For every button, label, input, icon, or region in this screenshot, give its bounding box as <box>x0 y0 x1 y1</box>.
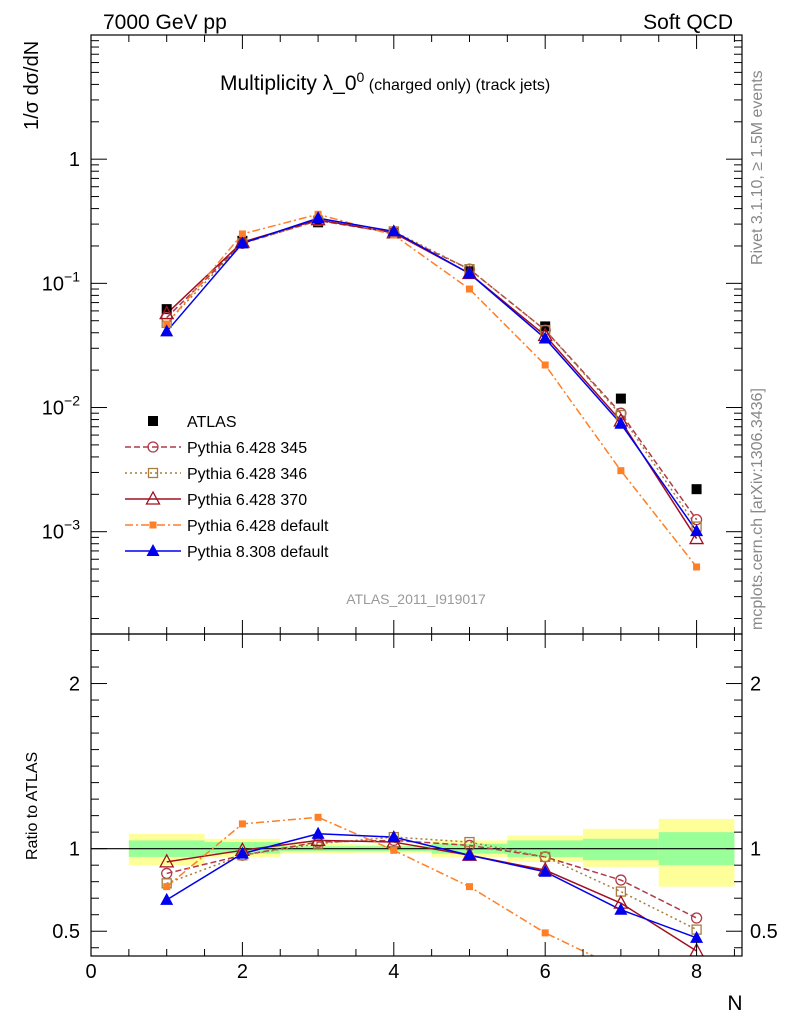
legend-marker-p6def <box>149 521 157 529</box>
ratio-y-tick-label-left: 0.5 <box>52 921 80 943</box>
legend-marker-atlas <box>148 416 158 426</box>
ratio-point-p8def <box>538 864 552 877</box>
ratio-series-line-p8def <box>166 833 697 939</box>
ratio-series-line-p370 <box>166 839 697 952</box>
plot-title-rest: (charged only) (track jets) <box>364 77 550 94</box>
legend-marker-p370 <box>145 490 161 505</box>
main-series-group <box>159 210 705 571</box>
ratio-point-p346 <box>312 838 324 849</box>
ratio-point-p370 <box>310 832 326 847</box>
main-point-p8def <box>311 211 325 224</box>
ratio-y-tick-label-right: 1 <box>750 839 761 861</box>
plot-title-sup: 0 <box>357 69 365 85</box>
analysis-label: ATLAS_2011_I919017 <box>346 591 486 607</box>
header-right-label: Soft QCD <box>643 11 733 34</box>
main-y-tick-label: 1 <box>69 149 80 171</box>
x-tick-label: 2 <box>237 961 248 983</box>
ratio-point-p6def <box>238 820 246 828</box>
main-point-p8def <box>690 524 704 537</box>
ratio-y-tick-label-left: 1 <box>69 839 80 861</box>
ratio-point-p345 <box>615 874 627 886</box>
main-series-line-p8def <box>166 217 698 532</box>
legend-label-atlas: ATLAS <box>187 414 237 431</box>
ratio-point-p345 <box>690 912 703 924</box>
ratio-point-p8def <box>690 930 704 943</box>
x-tick-label: 0 <box>85 961 96 983</box>
ratio-point-p6def <box>163 883 171 891</box>
main-point-p8def <box>387 224 401 237</box>
main-point-p370 <box>688 530 705 545</box>
ratio-point-p8def <box>235 846 249 859</box>
main-point-p6def <box>238 230 246 238</box>
legend-label-p370: Pythia 6.428 370 <box>187 492 307 509</box>
ratio-point-p6def <box>390 846 398 854</box>
ratio-y-tick-label-left: 2 <box>69 674 80 696</box>
x-tick-label: 8 <box>691 961 702 983</box>
x-tick-label: 4 <box>388 961 399 983</box>
ratio-y-axis-label: Ratio to ATLAS <box>24 752 41 860</box>
ratio-point-p370 <box>689 942 704 956</box>
ratio-point-p6def <box>314 813 322 821</box>
legend-label-p8def: Pythia 8.308 default <box>187 544 329 561</box>
main-series-line-p346 <box>166 219 698 527</box>
legend-label-p345: Pythia 6.428 345 <box>187 440 307 457</box>
ratio-plot-area: 0.5 0.5 1 1 2 2 0 2 4 6 8 <box>52 633 778 983</box>
plot-title-main: Multiplicity λ_0 <box>220 72 357 95</box>
ratio-series-line-p346 <box>166 836 697 931</box>
main-point-p6def <box>541 361 549 369</box>
main-point-p8def <box>462 266 476 279</box>
ratio-point-p6def <box>617 966 624 973</box>
plot-title: Multiplicity λ_00 (charged only) (track … <box>220 69 550 95</box>
ratio-frame <box>90 633 743 957</box>
ratio-point-p8def <box>614 902 628 915</box>
ratio-point-p346 <box>464 836 475 848</box>
main-point-atlas <box>540 321 551 332</box>
ratio-point-p6def <box>541 929 549 937</box>
main-point-atlas <box>615 393 626 404</box>
side-label-mcplots: mcplots.cern.ch [arXiv:1306.3436] <box>749 388 766 630</box>
main-point-p6def <box>693 563 701 571</box>
ratio-y-tick-label-right: 2 <box>750 674 761 696</box>
ratio-point-p346 <box>615 886 627 897</box>
main-y-axis-label: 1/σ dσ/dN <box>21 41 43 130</box>
ratio-point-p370 <box>159 853 175 868</box>
ratio-point-p346 <box>540 851 551 863</box>
main-point-atlas <box>691 484 702 495</box>
x-tick-label: 6 <box>540 961 551 983</box>
legend-label-p6def: Pythia 6.428 default <box>187 518 329 535</box>
main-point-p8def <box>160 324 174 337</box>
main-series-line-p6def <box>166 213 698 568</box>
main-point-atlas <box>161 304 172 315</box>
legend-marker-p8def <box>146 544 160 556</box>
main-plot-area: 1 10−1 10−2 10−3 <box>42 34 743 635</box>
main-point-p6def <box>617 467 625 475</box>
ratio-point-p8def <box>311 826 325 839</box>
main-y-tick-label: 10−1 <box>42 268 80 295</box>
legend-label-p346: Pythia 6.428 346 <box>187 466 307 483</box>
ratio-point-p8def <box>387 830 401 843</box>
main-point-p8def <box>614 416 628 429</box>
legend-marker-p346 <box>147 467 159 479</box>
main-point-p6def <box>163 320 171 328</box>
header-left-label: 7000 GeV pp <box>103 11 227 34</box>
legend: ATLAS Pythia 6.428 345 Pythia 6.428 346 Pyt… <box>125 414 329 561</box>
main-series-line-p370 <box>166 219 698 539</box>
main-y-tick-label: 10−3 <box>42 517 80 544</box>
main-point-p8def <box>538 331 552 344</box>
main-point-p370 <box>159 305 175 320</box>
main-point-p8def <box>235 236 249 249</box>
ratio-band-inner <box>583 838 659 861</box>
x-axis-label: N <box>727 992 742 1015</box>
ratio-y-tick-label-right: 0.5 <box>750 921 778 943</box>
main-point-p6def <box>465 285 473 293</box>
ratio-series-group <box>91 813 742 973</box>
legend-marker-p345 <box>147 441 159 453</box>
main-y-tick-label: 10−2 <box>42 393 80 420</box>
ratio-point-p8def <box>462 848 476 861</box>
ratio-point-p6def <box>465 883 473 891</box>
side-label-rivet: Rivet 3.1.10, ≥ 1.5M events <box>749 70 766 265</box>
ratio-point-p8def <box>160 892 174 905</box>
ratio-series-line-p345 <box>166 839 697 919</box>
